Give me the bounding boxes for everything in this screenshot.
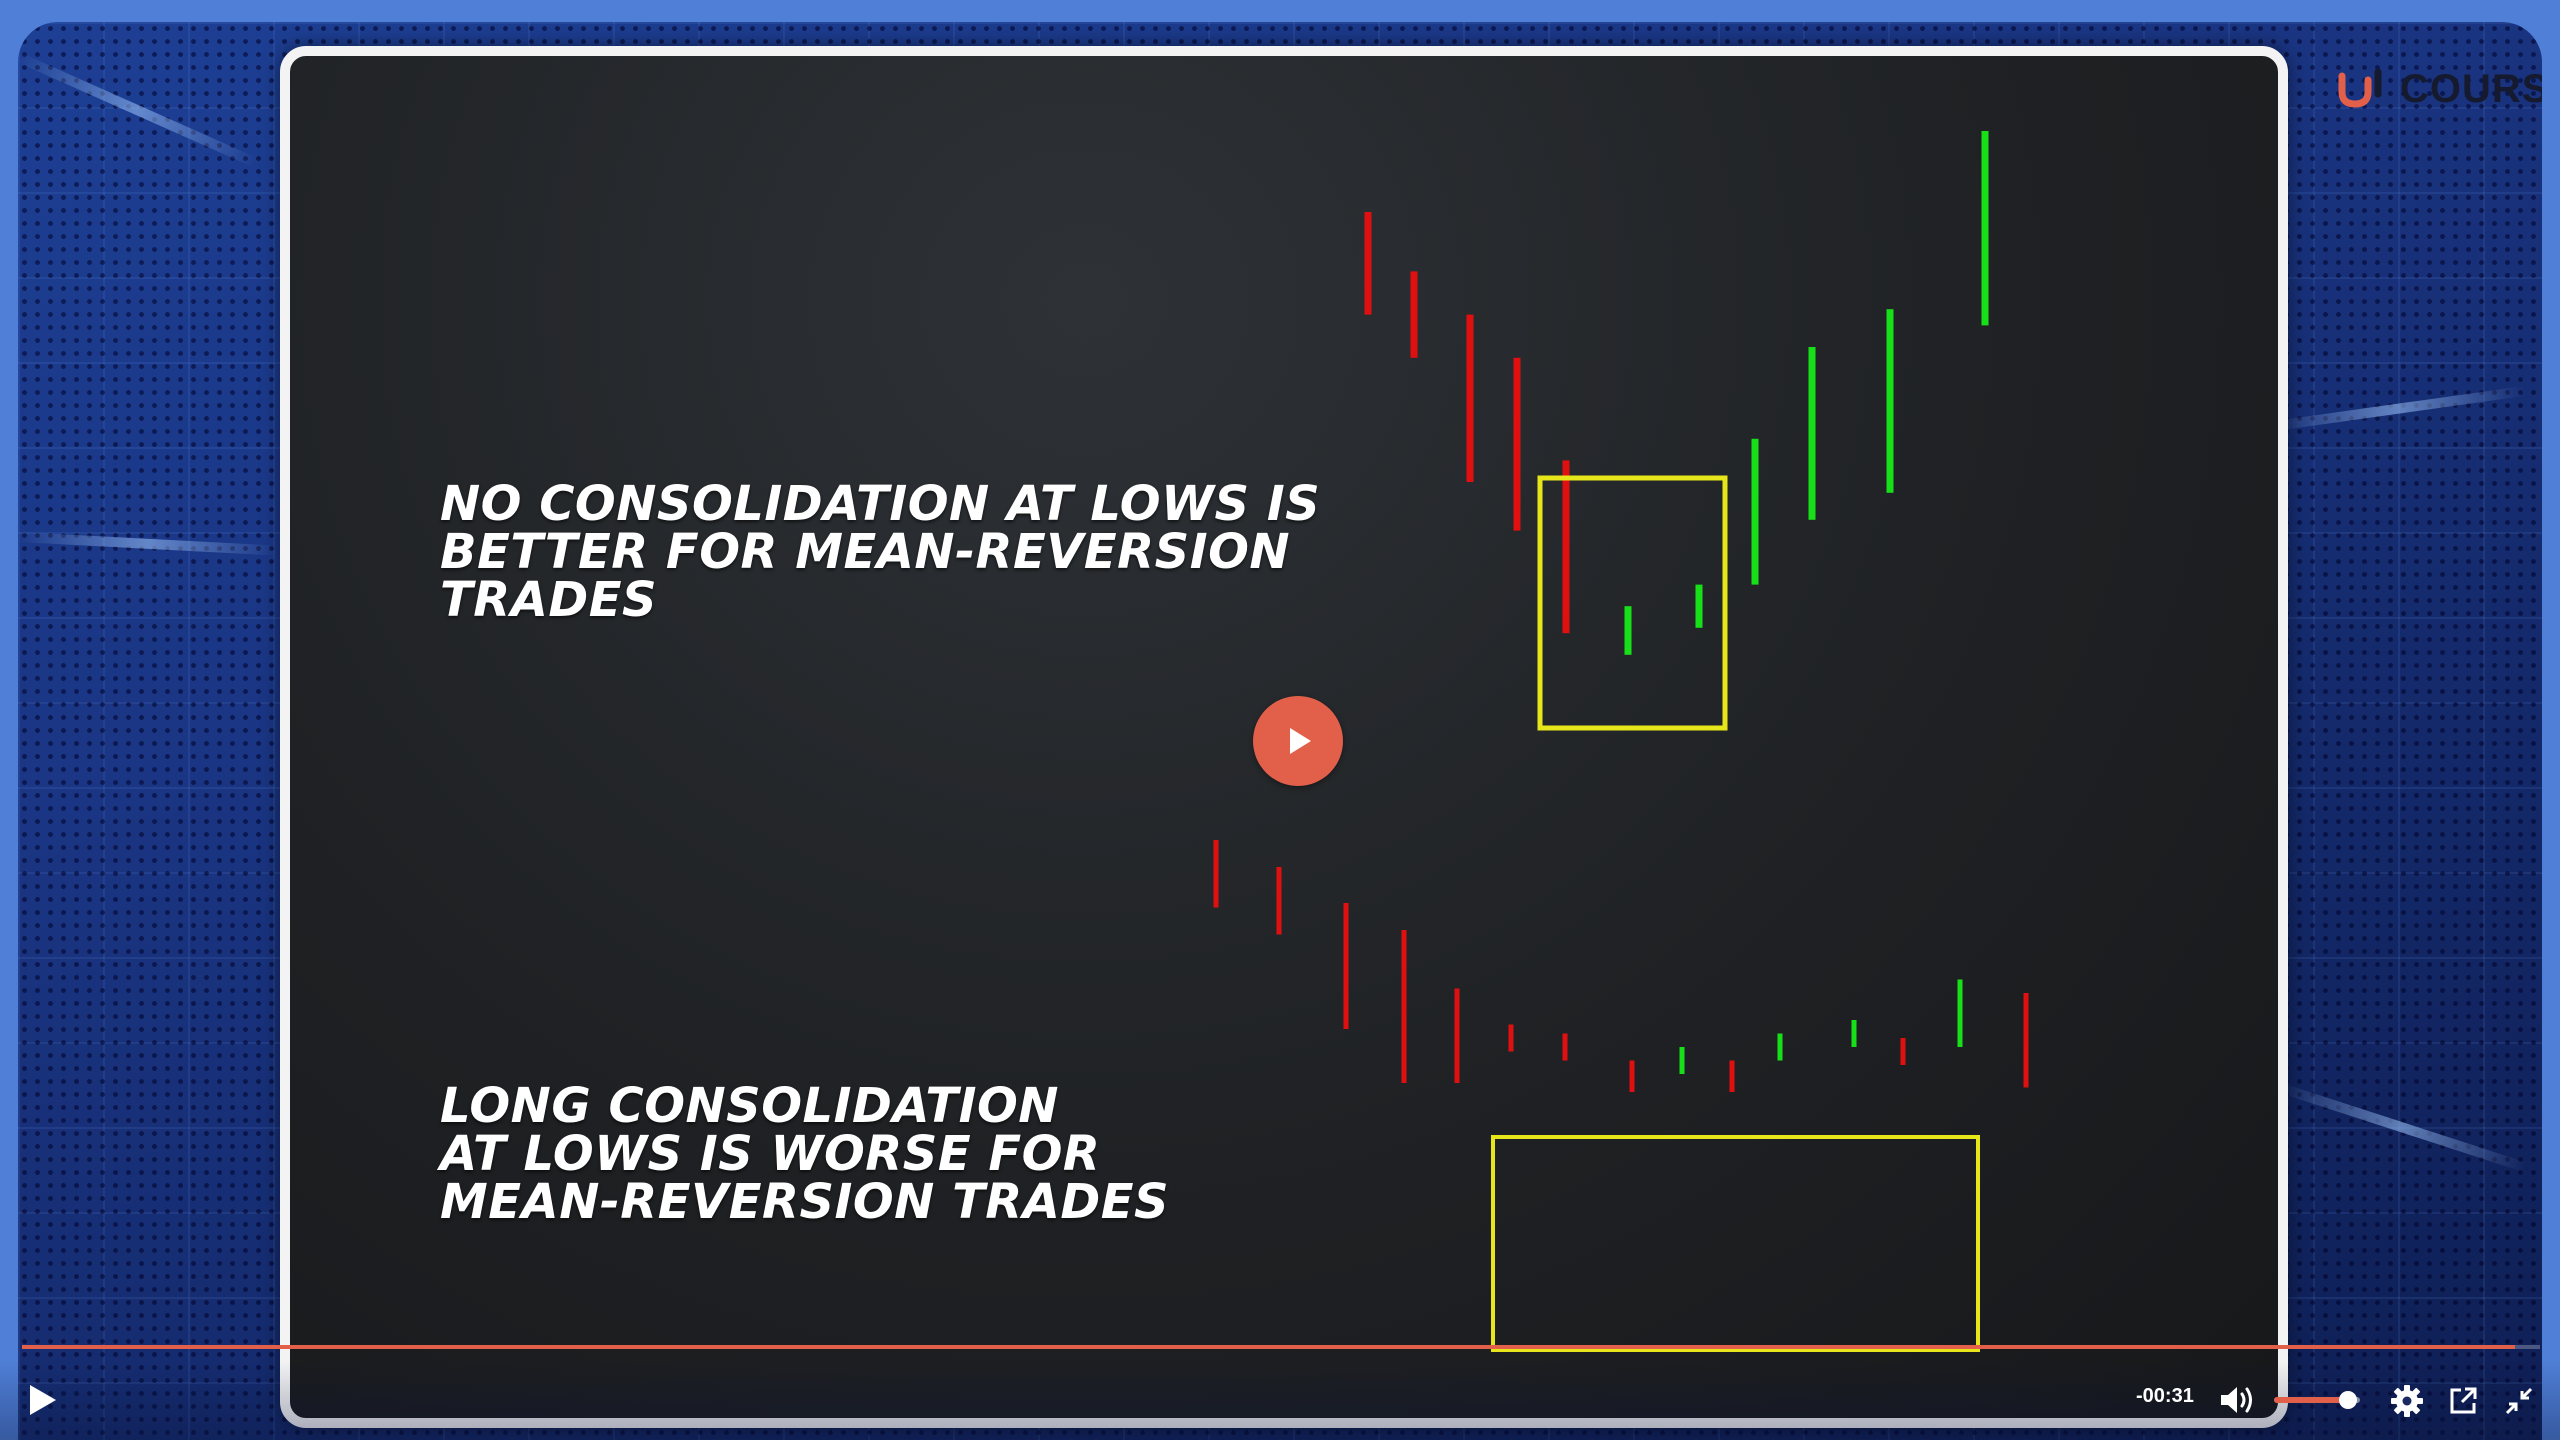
- down-price-bar: [1508, 1024, 1514, 1052]
- down-price-bar: [2023, 993, 2029, 1088]
- headline-top-line: TRADES: [440, 572, 658, 628]
- settings-button[interactable]: [2386, 1380, 2428, 1422]
- center-play-button[interactable]: [1253, 696, 1343, 786]
- price-bar-charts: [1213, 131, 2029, 1352]
- up-price-bar: [1981, 131, 1989, 326]
- down-price-bar: [1629, 1060, 1635, 1092]
- seek-bar-progress: [22, 1345, 2515, 1349]
- down-price-bar: [1364, 212, 1372, 315]
- settings-gear-icon: [2391, 1385, 2423, 1417]
- video-player[interactable]: NO CONSOLIDATION AT LOWS IS BETTER FOR M…: [18, 22, 2542, 1440]
- volume-slider[interactable]: [2274, 1391, 2360, 1409]
- down-price-bar: [1466, 314, 1474, 482]
- seek-bar[interactable]: [22, 1345, 2540, 1349]
- play-icon: [1290, 728, 1311, 754]
- up-price-bar: [1777, 1033, 1783, 1061]
- down-price-bar: [1900, 1038, 1906, 1065]
- headline-bottom-line: MEAN-REVERSION TRADES: [440, 1174, 1170, 1230]
- down-price-bar: [1562, 460, 1570, 634]
- up-price-bar: [1957, 979, 1963, 1047]
- down-price-bar: [1213, 840, 1219, 908]
- down-price-bar: [1343, 903, 1349, 1029]
- down-price-bar: [1513, 357, 1521, 531]
- video-frame-slide: NO CONSOLIDATION AT LOWS IS BETTER FOR M…: [280, 46, 2288, 1428]
- brand-logo: COURSE: [2338, 64, 2542, 114]
- brand-text: COURSE: [2400, 66, 2542, 111]
- volume-slider-handle[interactable]: [2338, 1391, 2357, 1409]
- up-price-bar: [1624, 606, 1632, 655]
- up-price-bar: [1695, 584, 1703, 628]
- up-price-bar: [1808, 347, 1816, 520]
- player-controls: -00:31: [0, 1360, 2560, 1440]
- volume-level: [2274, 1397, 2348, 1403]
- down-price-bar: [1276, 867, 1282, 935]
- volume-icon: [2221, 1387, 2252, 1413]
- headline-top: NO CONSOLIDATION AT LOWS IS BETTER FOR M…: [440, 480, 1440, 624]
- up-price-bar: [1851, 1020, 1857, 1047]
- headline-top-line: BETTER FOR MEAN-REVERSION: [440, 524, 1291, 580]
- down-price-bar: [1410, 271, 1418, 358]
- down-price-bar: [1401, 930, 1407, 1083]
- play-button[interactable]: [20, 1378, 64, 1422]
- down-price-bar: [1562, 1033, 1568, 1061]
- mute-button[interactable]: [2216, 1380, 2260, 1420]
- exit-fullscreen-icon: [2505, 1387, 2533, 1415]
- remaining-time: -00:31: [2136, 1385, 2194, 1407]
- headline-bottom-line: AT LOWS IS WORSE FOR: [440, 1126, 1101, 1182]
- popout-button[interactable]: [2442, 1380, 2484, 1422]
- down-price-bar: [1729, 1060, 1735, 1092]
- up-price-bar: [1886, 309, 1894, 493]
- headline-top-line: NO CONSOLIDATION AT LOWS IS: [440, 476, 1321, 532]
- play-icon: [30, 1385, 56, 1415]
- brand-mark-icon: [2338, 68, 2382, 108]
- down-price-bar: [1454, 988, 1460, 1083]
- consolidation-highlight-box: [1491, 1135, 1980, 1352]
- popout-icon: [2450, 1387, 2477, 1414]
- up-price-bar: [1679, 1047, 1685, 1074]
- consolidation-highlight-box: [1537, 475, 1728, 731]
- headline-bottom-line: LONG CONSOLIDATION: [440, 1078, 1059, 1134]
- headline-bottom: LONG CONSOLIDATION AT LOWS IS WORSE FOR …: [440, 1082, 1440, 1226]
- exit-fullscreen-button[interactable]: [2498, 1380, 2540, 1422]
- up-price-bar: [1751, 438, 1759, 585]
